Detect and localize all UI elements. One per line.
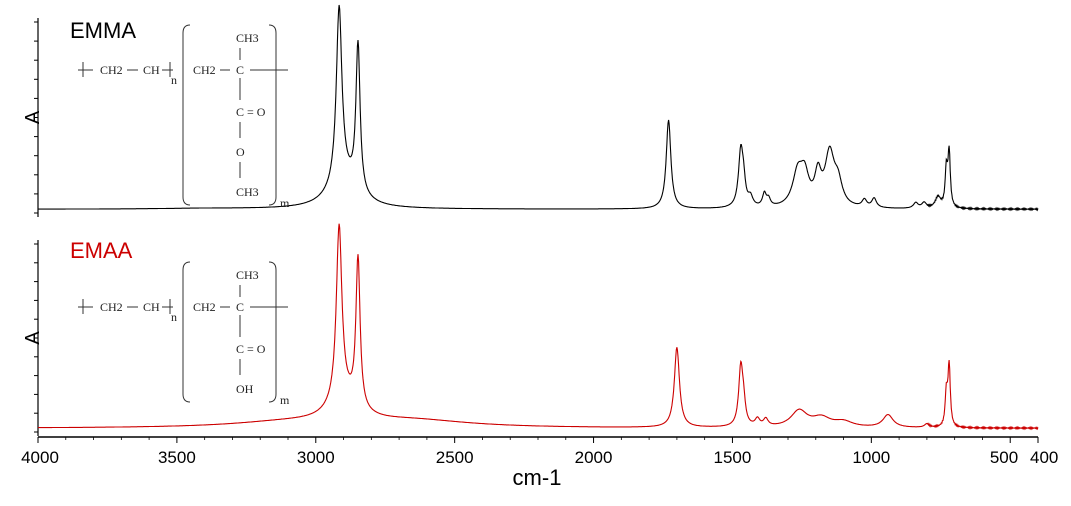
chain-left-2: CH: [143, 300, 160, 314]
x-tick-label: 400: [1030, 448, 1058, 467]
x-tick-label: 500: [990, 448, 1018, 467]
chain-left-2: CH: [143, 63, 160, 77]
left-bracket: [182, 261, 191, 403]
subscript-m: m: [280, 196, 290, 210]
link-atom: O: [236, 145, 245, 159]
spectrum-line-emaa: [38, 223, 1039, 431]
x-tick-label: 4000: [21, 448, 59, 467]
chain-mid: CH2: [193, 63, 216, 77]
subscript-n: n: [171, 310, 177, 324]
panel-title-emma: EMMA: [70, 18, 136, 43]
carbonyl-group: C = O: [236, 105, 266, 119]
chain-left-1: CH2: [100, 300, 123, 314]
right-bracket: [268, 261, 277, 403]
x-tick-label: 3500: [158, 448, 196, 467]
panel-title-emaa: EMAA: [70, 238, 133, 263]
carbonyl-group: C = O: [236, 342, 266, 356]
backbone-atom: C: [236, 300, 244, 314]
subscript-n: n: [171, 73, 177, 87]
x-tick-label: 2500: [436, 448, 474, 467]
chain-left-1: CH2: [100, 63, 123, 77]
x-axis-label: cm-1: [513, 465, 562, 490]
left-bracket: [182, 24, 191, 206]
chain-mid: CH2: [193, 300, 216, 314]
bottom-group: OH: [236, 382, 254, 396]
chemical-structure-emma: CH2 CH n CH2 C CH3 C = O O CH3 m: [78, 24, 290, 210]
top-group: CH3: [236, 268, 259, 282]
x-tick-label: 2000: [575, 448, 613, 467]
panel-emma: A EMMA CH2 CH n CH2 C CH3 C = O O CH3 m: [22, 4, 1039, 217]
x-tick-label: 1000: [852, 448, 890, 467]
panel-emaa: A EMAA CH2 CH n CH2 C CH3 C = O OH m: [22, 223, 1039, 436]
x-tick-label: 3000: [297, 448, 335, 467]
y-axis-label: A: [22, 110, 44, 124]
y-axis-label: A: [22, 331, 44, 345]
subscript-m: m: [280, 393, 290, 407]
bottom-group: CH3: [236, 185, 259, 199]
x-ticks: 4000 3500 3000 2500 2000 1500 1000 500 400: [21, 437, 1058, 467]
backbone-atom: C: [236, 63, 244, 77]
right-bracket: [268, 24, 277, 206]
chemical-structure-emaa: CH2 CH n CH2 C CH3 C = O OH m: [78, 261, 290, 407]
x-tick-label: 1500: [714, 448, 752, 467]
spectrum-line-emma: [38, 4, 1039, 212]
top-group: CH3: [236, 31, 259, 45]
